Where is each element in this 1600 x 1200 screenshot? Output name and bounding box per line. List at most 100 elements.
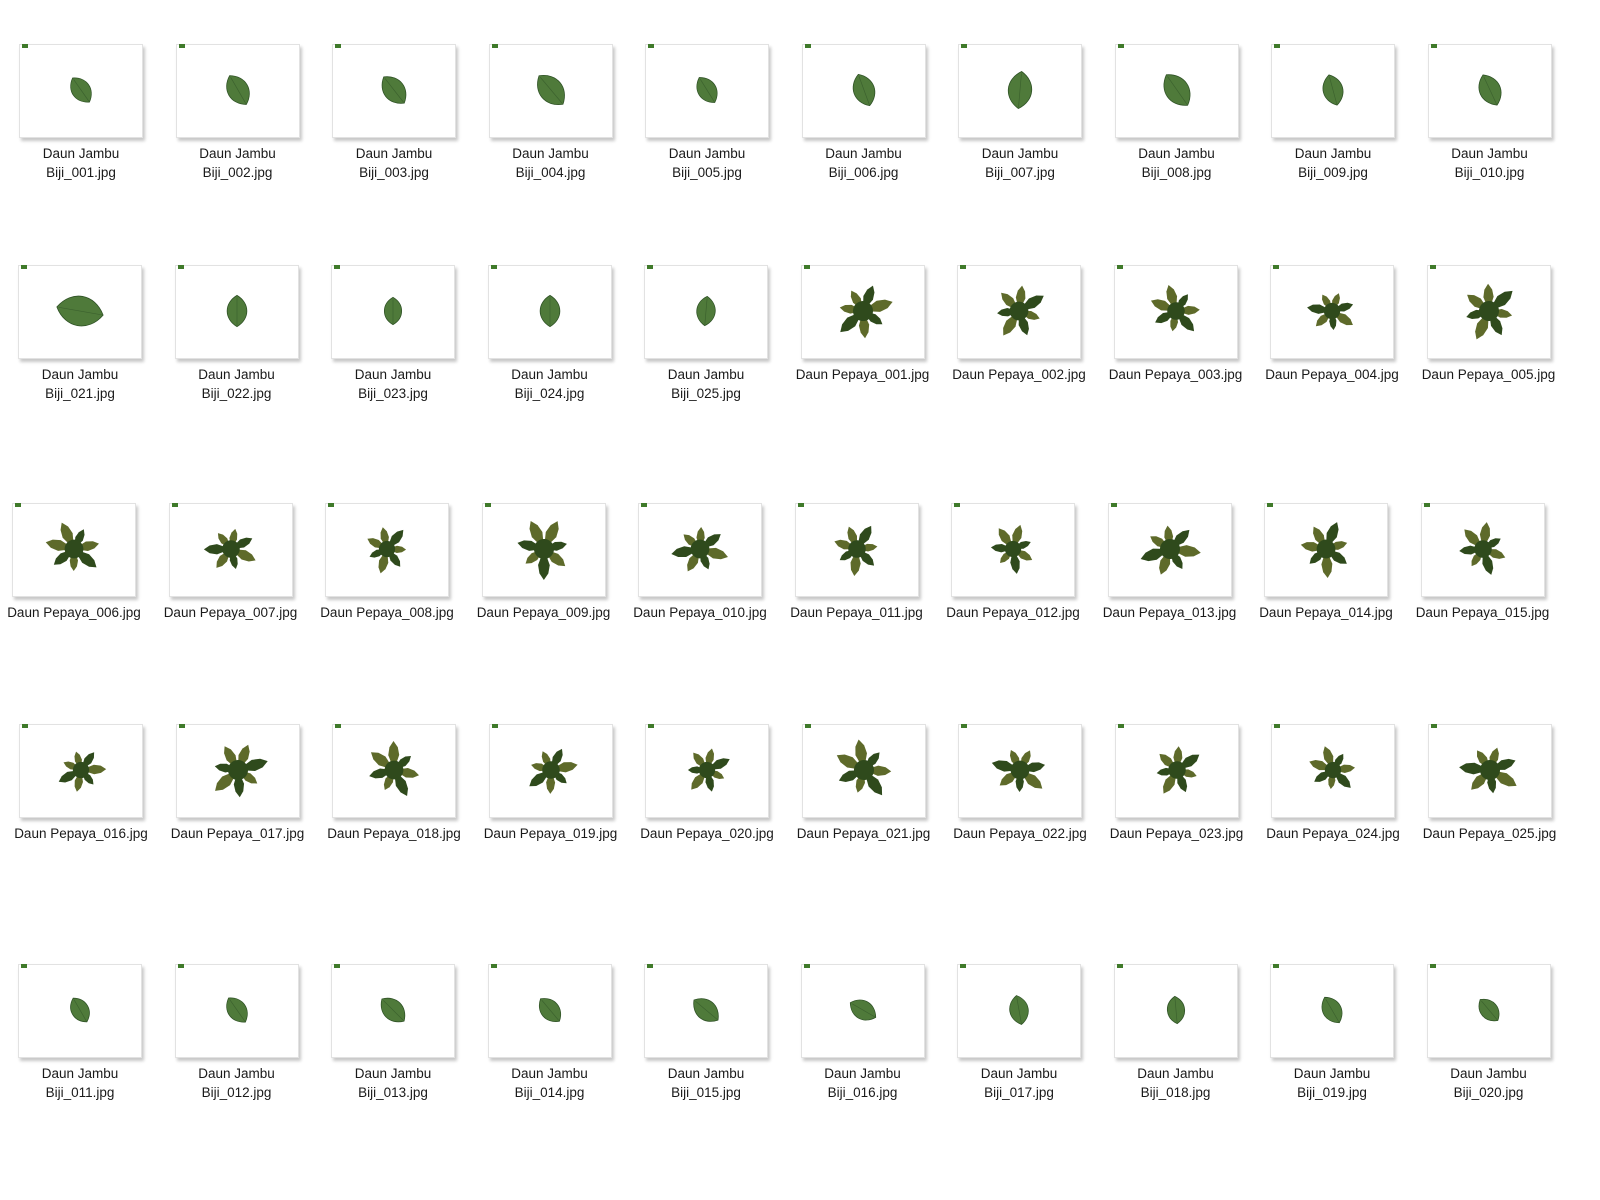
guava-leaf-thumbnail[interactable] (487, 265, 612, 359)
guava-leaf-thumbnail[interactable] (1427, 44, 1552, 138)
file-item-pepaya[interactable]: Daun Pepaya_019.jpg (471, 724, 631, 874)
file-item-jambu[interactable]: Daun Jambu Biji_010.jpg (1410, 44, 1570, 194)
file-item-pepaya[interactable]: Daun Pepaya_006.jpg (0, 503, 154, 653)
file-item-pepaya[interactable]: Daun Pepaya_002.jpg (939, 265, 1099, 415)
file-item-pepaya[interactable]: Daun Pepaya_018.jpg (314, 724, 474, 874)
file-item-jambu[interactable]: Daun Jambu Biji_017.jpg (939, 964, 1099, 1114)
guava-leaf-thumbnail[interactable] (644, 265, 768, 359)
papaya-leaf-thumbnail[interactable] (1426, 265, 1551, 359)
file-item-pepaya[interactable]: Daun Pepaya_017.jpg (158, 724, 318, 874)
file-item-pepaya[interactable]: Daun Pepaya_008.jpg (307, 503, 467, 653)
file-item-jambu[interactable]: Daun Jambu Biji_021.jpg (0, 265, 160, 415)
guava-leaf-thumbnail[interactable] (19, 44, 143, 138)
papaya-leaf-thumbnail[interactable] (1270, 265, 1394, 359)
guava-leaf-thumbnail[interactable] (644, 964, 768, 1058)
file-item-pepaya[interactable]: Daun Pepaya_009.jpg (464, 503, 624, 653)
file-item-jambu[interactable]: Daun Jambu Biji_020.jpg (1409, 964, 1569, 1114)
file-item-pepaya[interactable]: Daun Pepaya_012.jpg (933, 503, 1093, 653)
file-item-pepaya[interactable]: Daun Pepaya_021.jpg (784, 724, 944, 874)
papaya-leaf-thumbnail[interactable] (12, 503, 136, 597)
file-item-jambu[interactable]: Daun Jambu Biji_018.jpg (1096, 964, 1256, 1114)
file-item-jambu[interactable]: Daun Jambu Biji_001.jpg (1, 44, 161, 194)
file-item-jambu[interactable]: Daun Jambu Biji_013.jpg (313, 964, 473, 1114)
file-item-pepaya[interactable]: Daun Pepaya_020.jpg (627, 724, 787, 874)
papaya-leaf-thumbnail[interactable] (175, 724, 300, 818)
file-item-pepaya[interactable]: Daun Pepaya_011.jpg (777, 503, 937, 653)
guava-leaf-thumbnail[interactable] (174, 265, 299, 359)
guava-leaf-thumbnail[interactable] (332, 44, 456, 138)
file-item-pepaya[interactable]: Daun Pepaya_015.jpg (1403, 503, 1563, 653)
guava-leaf-thumbnail[interactable] (958, 44, 1082, 138)
guava-leaf-thumbnail[interactable] (800, 964, 925, 1058)
guava-leaf-thumbnail[interactable] (1114, 44, 1239, 138)
papaya-leaf-thumbnail[interactable] (958, 724, 1082, 818)
file-item-pepaya[interactable]: Daun Pepaya_022.jpg (940, 724, 1100, 874)
file-item-pepaya[interactable]: Daun Pepaya_014.jpg (1246, 503, 1406, 653)
papaya-leaf-thumbnail[interactable] (1113, 265, 1238, 359)
papaya-leaf-thumbnail[interactable] (638, 503, 762, 597)
papaya-leaf-thumbnail[interactable] (332, 724, 456, 818)
papaya-leaf-thumbnail[interactable] (1264, 503, 1388, 597)
papaya-leaf-thumbnail[interactable] (19, 724, 143, 818)
guava-leaf-thumbnail[interactable] (175, 44, 300, 138)
guava-leaf-thumbnail[interactable] (1426, 964, 1551, 1058)
file-item-jambu[interactable]: Daun Jambu Biji_008.jpg (1097, 44, 1257, 194)
file-item-jambu[interactable]: Daun Jambu Biji_006.jpg (784, 44, 944, 194)
file-item-jambu[interactable]: Daun Jambu Biji_025.jpg (626, 265, 786, 415)
papaya-leaf-thumbnail[interactable] (325, 503, 449, 597)
guava-leaf-thumbnail[interactable] (488, 44, 613, 138)
file-item-jambu[interactable]: Daun Jambu Biji_005.jpg (627, 44, 787, 194)
file-item-jambu[interactable]: Daun Jambu Biji_016.jpg (783, 964, 943, 1114)
papaya-leaf-thumbnail[interactable] (1114, 724, 1239, 818)
file-item-pepaya[interactable]: Daun Pepaya_013.jpg (1090, 503, 1250, 653)
papaya-leaf-thumbnail[interactable] (800, 265, 925, 359)
file-item-jambu[interactable]: Daun Jambu Biji_012.jpg (157, 964, 317, 1114)
file-item-pepaya[interactable]: Daun Pepaya_010.jpg (620, 503, 780, 653)
file-item-jambu[interactable]: Daun Jambu Biji_003.jpg (314, 44, 474, 194)
file-item-pepaya[interactable]: Daun Pepaya_016.jpg (1, 724, 161, 874)
file-item-pepaya[interactable]: Daun Pepaya_003.jpg (1096, 265, 1256, 415)
file-item-pepaya[interactable]: Daun Pepaya_025.jpg (1410, 724, 1570, 874)
file-item-jambu[interactable]: Daun Jambu Biji_024.jpg (470, 265, 630, 415)
papaya-leaf-thumbnail[interactable] (951, 503, 1075, 597)
guava-leaf-thumbnail[interactable] (174, 964, 299, 1058)
papaya-leaf-thumbnail[interactable] (168, 503, 293, 597)
file-item-pepaya[interactable]: Daun Pepaya_005.jpg (1409, 265, 1569, 415)
papaya-leaf-thumbnail[interactable] (794, 503, 919, 597)
papaya-leaf-thumbnail[interactable] (1427, 724, 1552, 818)
papaya-leaf-thumbnail[interactable] (645, 724, 769, 818)
file-item-jambu[interactable]: Daun Jambu Biji_022.jpg (157, 265, 317, 415)
papaya-leaf-thumbnail[interactable] (481, 503, 606, 597)
guava-leaf-thumbnail[interactable] (957, 964, 1081, 1058)
guava-leaf-thumbnail[interactable] (1270, 964, 1394, 1058)
file-item-pepaya[interactable]: Daun Pepaya_024.jpg (1253, 724, 1413, 874)
file-item-jambu[interactable]: Daun Jambu Biji_002.jpg (158, 44, 318, 194)
guava-leaf-thumbnail[interactable] (487, 964, 612, 1058)
file-item-jambu[interactable]: Daun Jambu Biji_023.jpg (313, 265, 473, 415)
guava-leaf-thumbnail[interactable] (331, 265, 455, 359)
guava-leaf-thumbnail[interactable] (331, 964, 455, 1058)
guava-leaf-thumbnail[interactable] (1271, 44, 1395, 138)
file-item-jambu[interactable]: Daun Jambu Biji_007.jpg (940, 44, 1100, 194)
papaya-leaf-thumbnail[interactable] (1420, 503, 1545, 597)
guava-leaf-thumbnail[interactable] (18, 265, 142, 359)
file-item-pepaya[interactable]: Daun Pepaya_001.jpg (783, 265, 943, 415)
file-item-jambu[interactable]: Daun Jambu Biji_019.jpg (1252, 964, 1412, 1114)
papaya-leaf-thumbnail[interactable] (1271, 724, 1395, 818)
papaya-leaf-thumbnail[interactable] (1107, 503, 1232, 597)
file-item-jambu[interactable]: Daun Jambu Biji_004.jpg (471, 44, 631, 194)
file-item-jambu[interactable]: Daun Jambu Biji_014.jpg (470, 964, 630, 1114)
guava-leaf-thumbnail[interactable] (1113, 964, 1238, 1058)
file-item-jambu[interactable]: Daun Jambu Biji_009.jpg (1253, 44, 1413, 194)
guava-leaf-thumbnail[interactable] (18, 964, 142, 1058)
file-item-pepaya[interactable]: Daun Pepaya_023.jpg (1097, 724, 1257, 874)
file-item-jambu[interactable]: Daun Jambu Biji_015.jpg (626, 964, 786, 1114)
file-item-jambu[interactable]: Daun Jambu Biji_011.jpg (0, 964, 160, 1114)
papaya-leaf-thumbnail[interactable] (801, 724, 926, 818)
guava-leaf-thumbnail[interactable] (645, 44, 769, 138)
file-item-pepaya[interactable]: Daun Pepaya_004.jpg (1252, 265, 1412, 415)
papaya-leaf-thumbnail[interactable] (488, 724, 613, 818)
guava-leaf-thumbnail[interactable] (801, 44, 926, 138)
papaya-leaf-thumbnail[interactable] (957, 265, 1081, 359)
file-item-pepaya[interactable]: Daun Pepaya_007.jpg (151, 503, 311, 653)
